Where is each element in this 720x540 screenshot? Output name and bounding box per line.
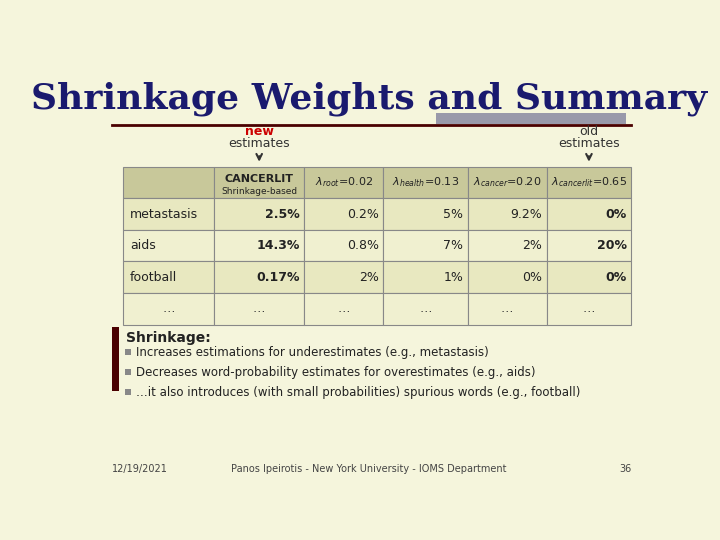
Text: 0%: 0%	[606, 271, 627, 284]
Text: …: …	[253, 302, 266, 315]
Bar	[546, 230, 631, 261]
Text: 9.2%: 9.2%	[510, 207, 542, 220]
Text: …: …	[163, 302, 175, 315]
Bar	[214, 230, 305, 261]
Text: Decreases word-probability estimates for overestimates (e.g., aids): Decreases word-probability estimates for…	[136, 366, 535, 379]
Bar	[305, 293, 383, 325]
Text: 0%: 0%	[606, 207, 627, 220]
Bar	[214, 198, 305, 230]
Bar	[468, 167, 546, 198]
Bar	[383, 261, 468, 293]
Text: …it also introduces (with small probabilities) spurious words (e.g., football): …it also introduces (with small probabil…	[136, 386, 580, 399]
Bar	[468, 230, 546, 261]
Text: 2%: 2%	[522, 239, 542, 252]
Bar	[214, 293, 305, 325]
Text: 36: 36	[619, 464, 631, 474]
Text: 20%: 20%	[597, 239, 627, 252]
Text: 5%: 5%	[444, 207, 464, 220]
Text: 0.8%: 0.8%	[347, 239, 379, 252]
Bar	[124, 293, 214, 325]
Text: estimates: estimates	[558, 137, 620, 150]
Bar	[214, 167, 305, 198]
Bar	[436, 113, 626, 124]
Text: …: …	[419, 302, 432, 315]
Bar	[383, 167, 468, 198]
Text: 0.17%: 0.17%	[256, 271, 300, 284]
Bar	[125, 389, 131, 395]
Bar	[305, 198, 383, 230]
Text: 2.5%: 2.5%	[265, 207, 300, 220]
Text: $\lambda_{cancer}$=0.20: $\lambda_{cancer}$=0.20	[473, 176, 541, 190]
Bar	[383, 198, 468, 230]
Bar	[546, 167, 631, 198]
Text: new: new	[245, 125, 274, 138]
Bar	[468, 261, 546, 293]
Text: 1%: 1%	[444, 271, 464, 284]
Bar	[305, 167, 383, 198]
Bar	[124, 167, 214, 198]
Bar	[124, 198, 214, 230]
Text: …: …	[582, 302, 595, 315]
Text: old: old	[580, 125, 598, 138]
Bar	[468, 198, 546, 230]
Text: $\lambda_{root}$=0.02: $\lambda_{root}$=0.02	[315, 176, 373, 190]
Text: $\lambda_{cancerlit}$=0.65: $\lambda_{cancerlit}$=0.65	[551, 176, 627, 190]
Text: Panos Ipeirotis - New York University - IOMS Department: Panos Ipeirotis - New York University - …	[231, 464, 507, 474]
Bar	[214, 261, 305, 293]
Bar	[125, 349, 131, 355]
Text: 0.2%: 0.2%	[347, 207, 379, 220]
Bar	[124, 261, 214, 293]
Bar	[546, 261, 631, 293]
Text: Increases estimations for underestimates (e.g., metastasis): Increases estimations for underestimates…	[136, 346, 488, 359]
Text: 7%: 7%	[444, 239, 464, 252]
Bar	[383, 230, 468, 261]
Bar	[305, 230, 383, 261]
Text: …: …	[501, 302, 513, 315]
Text: estimates: estimates	[228, 137, 290, 150]
Text: Shrinkage-based: Shrinkage-based	[221, 187, 297, 196]
Text: 2%: 2%	[359, 271, 379, 284]
Text: 12/19/2021: 12/19/2021	[112, 464, 168, 474]
Text: 14.3%: 14.3%	[256, 239, 300, 252]
Bar	[125, 369, 131, 375]
Text: Shrinkage:: Shrinkage:	[126, 331, 211, 345]
Bar	[305, 261, 383, 293]
Bar	[124, 230, 214, 261]
Text: 0%: 0%	[522, 271, 542, 284]
Text: …: …	[338, 302, 350, 315]
Text: metastasis: metastasis	[130, 207, 198, 220]
Bar	[546, 293, 631, 325]
Bar	[383, 293, 468, 325]
Bar	[112, 327, 119, 391]
Text: CANCERLIT: CANCERLIT	[225, 174, 294, 184]
Bar	[468, 293, 546, 325]
Text: $\lambda_{health}$=0.13: $\lambda_{health}$=0.13	[392, 176, 459, 190]
Text: Shrinkage Weights and Summary: Shrinkage Weights and Summary	[31, 82, 707, 116]
Text: aids: aids	[130, 239, 156, 252]
Text: football: football	[130, 271, 177, 284]
Bar	[546, 198, 631, 230]
